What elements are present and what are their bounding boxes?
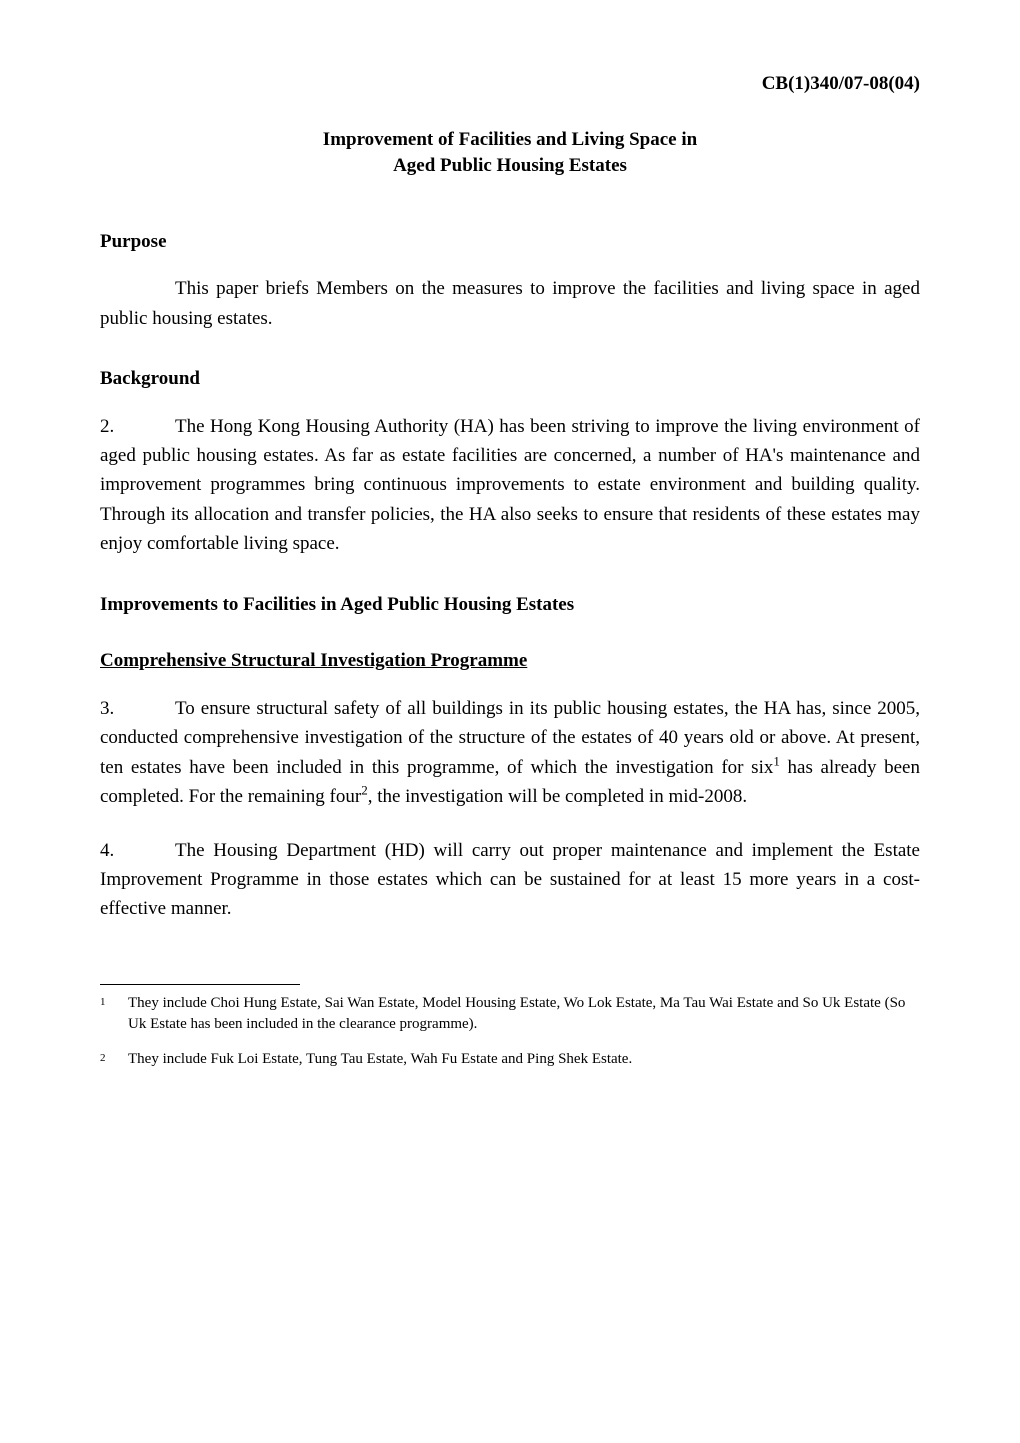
para-2-body: The Hong Kong Housing Authority (HA) has…	[100, 416, 920, 555]
footnote-1-marker: 1	[100, 993, 128, 1035]
paragraph-3: 3.To ensure structural safety of all bui…	[100, 694, 920, 812]
purpose-heading: Purpose	[100, 228, 920, 257]
para-number-4: 4.	[100, 836, 175, 865]
para-3-body-c: , the investigation will be completed in…	[368, 786, 747, 807]
footnote-2-text: They include Fuk Loi Estate, Tung Tau Es…	[128, 1049, 920, 1070]
background-heading: Background	[100, 365, 920, 394]
title-line-2: Aged Public Housing Estates	[393, 155, 627, 176]
para-number-2: 2.	[100, 412, 175, 441]
para-number-3: 3.	[100, 694, 175, 723]
improvements-heading: Improvements to Facilities in Aged Publi…	[100, 591, 920, 620]
purpose-paragraph: This paper briefs Members on the measure…	[100, 274, 920, 333]
document-title: Improvement of Facilities and Living Spa…	[100, 127, 920, 180]
paragraph-2: 2.The Hong Kong Housing Authority (HA) h…	[100, 412, 920, 559]
footnote-2-marker: 2	[100, 1049, 128, 1070]
title-line-1: Improvement of Facilities and Living Spa…	[323, 129, 697, 150]
footnote-separator	[100, 984, 300, 985]
footnote-1-text: They include Choi Hung Estate, Sai Wan E…	[128, 993, 920, 1035]
paragraph-4: 4.The Housing Department (HD) will carry…	[100, 836, 920, 924]
document-reference: CB(1)340/07-08(04)	[100, 70, 920, 99]
csip-heading: Comprehensive Structural Investigation P…	[100, 647, 920, 676]
footnote-1: 1 They include Choi Hung Estate, Sai Wan…	[100, 993, 920, 1035]
para-4-body: The Housing Department (HD) will carry o…	[100, 840, 920, 920]
footnote-2: 2 They include Fuk Loi Estate, Tung Tau …	[100, 1049, 920, 1070]
